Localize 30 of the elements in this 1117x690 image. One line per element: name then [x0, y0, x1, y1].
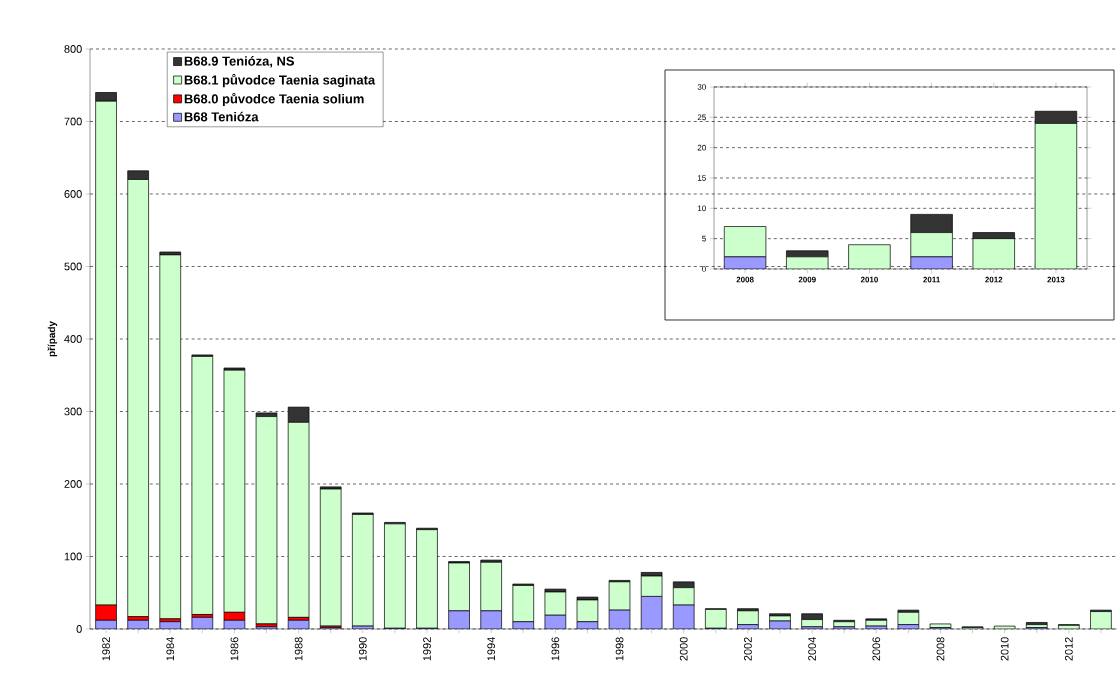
- x-tick-label: 2012: [1064, 637, 1073, 661]
- x-tick-label: 1984: [166, 637, 175, 661]
- x-tick-label: 2002: [744, 637, 752, 661]
- y-tick-label: 700: [64, 117, 82, 126]
- x-tick-label: 1988: [294, 637, 303, 661]
- y-tick-label: 300: [64, 407, 82, 416]
- y-tick-label: 400: [64, 335, 82, 343]
- y-tick-label: 200: [64, 480, 82, 488]
- y-tick-label: 0: [76, 625, 82, 633]
- x-tick-label: 1992: [423, 637, 431, 661]
- x-tick-label: 2004: [808, 637, 816, 661]
- y-axis-title: případy: [47, 321, 58, 357]
- y-tick-label: 800: [64, 45, 82, 53]
- x-tick-label: 2010: [1000, 637, 1009, 661]
- x-tick-label: 2008: [936, 637, 945, 661]
- legend-label: B68 Tenióza: [184, 111, 259, 122]
- x-tick-label: 1996: [551, 637, 560, 661]
- x-tick-label: 1986: [230, 637, 239, 661]
- legend-label: B68.9 Tenióza, NS: [184, 56, 295, 68]
- legend-label: B68.0 původce Taenia solium: [184, 92, 364, 107]
- y-tick-label: 600: [64, 190, 82, 198]
- legend-label: B68.1 původce Taenia saginata: [184, 74, 376, 88]
- y-tick-label: 500: [64, 262, 82, 271]
- x-tick-label: 1998: [615, 637, 624, 661]
- x-tick-label: 2000: [679, 637, 688, 661]
- x-tick-label: 1982: [102, 637, 110, 661]
- y-tick-label: 100: [64, 552, 82, 561]
- x-tick-label: 1994: [487, 637, 496, 661]
- x-tick-label: 1990: [358, 637, 367, 661]
- x-tick-label: 2006: [872, 637, 881, 661]
